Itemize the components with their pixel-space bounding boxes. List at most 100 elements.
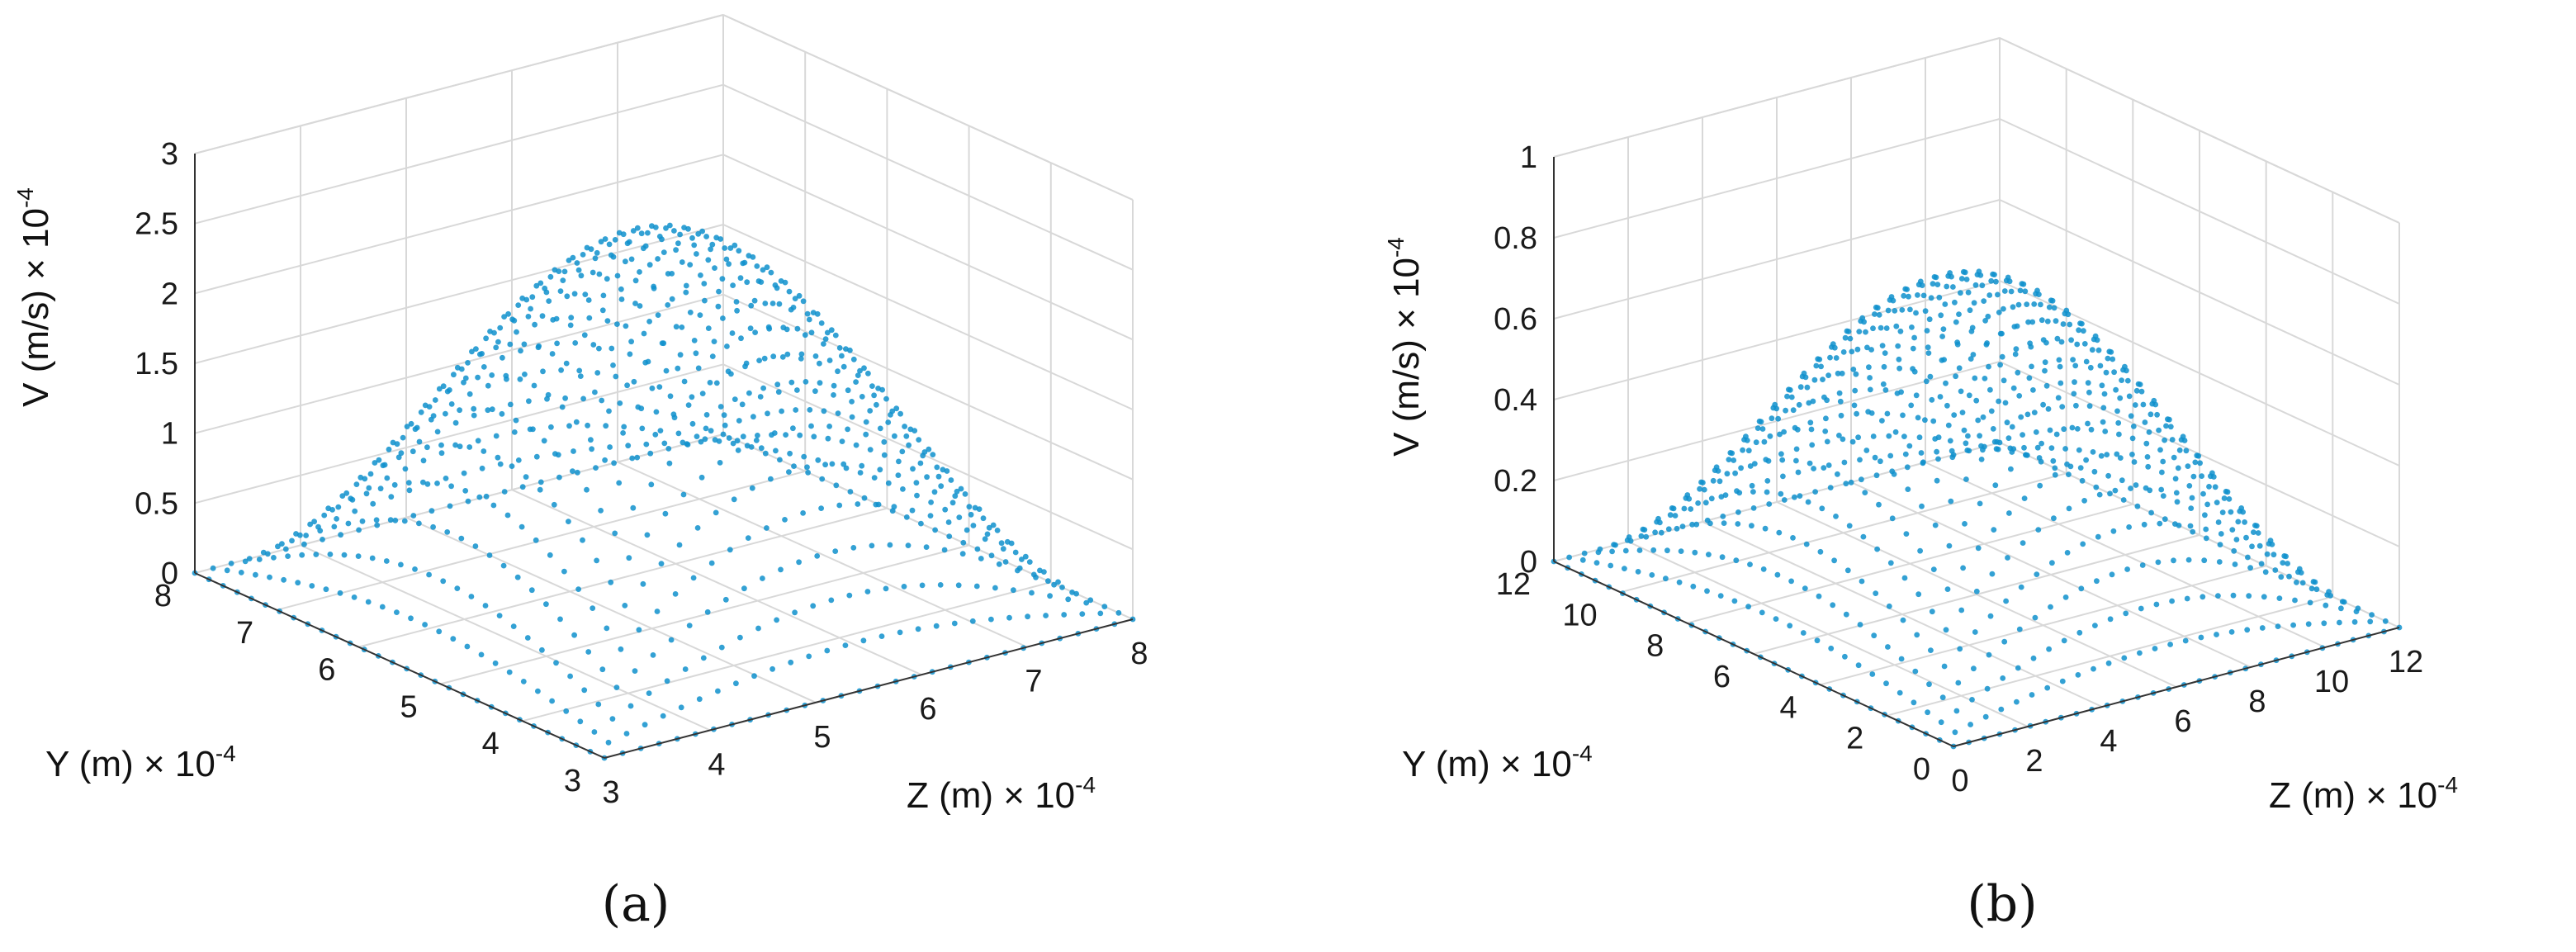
data-point (1022, 553, 1029, 560)
y-tick-label: 3 (564, 764, 581, 798)
data-point (2021, 495, 2028, 501)
data-point (1787, 623, 1793, 629)
data-point (1949, 273, 1954, 280)
data-point (683, 289, 689, 296)
data-point (941, 547, 948, 553)
data-point (2024, 411, 2031, 418)
data-point (878, 633, 885, 639)
data-point (2010, 385, 2017, 391)
data-point (690, 575, 697, 581)
data-point (755, 625, 761, 632)
data-point (2033, 429, 2039, 435)
data-point (2078, 585, 2085, 592)
data-point (620, 430, 626, 436)
data-point (2144, 454, 2151, 460)
data-point (1731, 598, 1738, 604)
data-point (2338, 605, 2344, 612)
data-point (751, 414, 756, 420)
data-point (1863, 448, 1870, 453)
x-tick-label: 4 (708, 747, 725, 782)
data-point (2188, 505, 2195, 511)
data-point (2012, 351, 2019, 358)
data-point (618, 296, 625, 302)
data-point (1689, 521, 1695, 528)
y-tick-label: 6 (318, 653, 335, 688)
data-point (2088, 426, 2095, 433)
data-point (448, 401, 455, 407)
data-point (405, 480, 412, 486)
data-point (1901, 575, 1908, 581)
data-point (694, 251, 699, 257)
leftwall-gridline-v-a (194, 154, 724, 295)
data-point (2079, 477, 2086, 484)
data-point (1793, 446, 1800, 452)
data-point (808, 423, 814, 429)
data-point (434, 481, 440, 486)
data-point (2146, 429, 2152, 435)
data-point (796, 559, 802, 566)
data-point (695, 230, 702, 237)
data-point (2337, 619, 2342, 626)
data-point (1884, 410, 1891, 417)
data-point (1792, 424, 1798, 431)
data-point (826, 358, 833, 363)
data-point (1883, 680, 1889, 687)
data-point (339, 493, 346, 499)
data-point (500, 562, 507, 569)
x-axis-line-a (604, 618, 1134, 759)
data-point (416, 438, 423, 445)
data-point (2275, 623, 2281, 629)
data-point (1890, 297, 1896, 304)
data-point (1944, 402, 1950, 409)
z-tick-label: 1 (1520, 140, 1537, 175)
data-point (1055, 579, 1061, 585)
data-point (2067, 321, 2073, 328)
data-point (585, 297, 592, 303)
data-point (2000, 675, 2006, 681)
data-point (1936, 294, 1943, 301)
data-point (1968, 356, 1974, 362)
data-point (1961, 427, 1968, 433)
data-point (2226, 496, 2233, 502)
data-point (1767, 433, 1773, 439)
data-point (1812, 489, 1819, 495)
y-tick-label: 4 (482, 727, 500, 761)
data-point (2160, 458, 2166, 465)
data-point (730, 282, 736, 288)
data-point (2142, 419, 2148, 425)
data-point (567, 673, 573, 680)
data-point (1830, 602, 1836, 609)
data-point (1852, 387, 1859, 394)
data-point (877, 425, 883, 432)
data-point (1984, 685, 1991, 692)
data-point (563, 360, 570, 367)
data-point (1764, 489, 1770, 495)
data-point (863, 431, 869, 438)
data-point (817, 360, 822, 367)
data-point (376, 457, 382, 463)
data-point (909, 507, 916, 514)
data-point (369, 555, 376, 561)
data-point (779, 408, 784, 414)
data-point (2049, 560, 2055, 566)
data-point (641, 330, 647, 337)
data-point (903, 433, 910, 439)
data-point (530, 426, 536, 433)
data-point (1987, 613, 1994, 619)
data-point (461, 470, 467, 476)
data-point (2008, 466, 2014, 472)
data-point (549, 698, 555, 704)
data-point (1972, 282, 1979, 288)
data-point (938, 483, 945, 490)
data-point (2018, 414, 2024, 420)
data-point (2153, 601, 2160, 608)
data-point (1958, 388, 1964, 395)
data-point (1982, 376, 1988, 381)
data-point (2101, 391, 2108, 397)
data-point (2283, 553, 2290, 560)
data-point (1857, 457, 1863, 463)
data-point (1722, 492, 1729, 498)
data-point (1796, 401, 1802, 408)
data-point (687, 310, 694, 315)
data-point (1724, 471, 1731, 477)
